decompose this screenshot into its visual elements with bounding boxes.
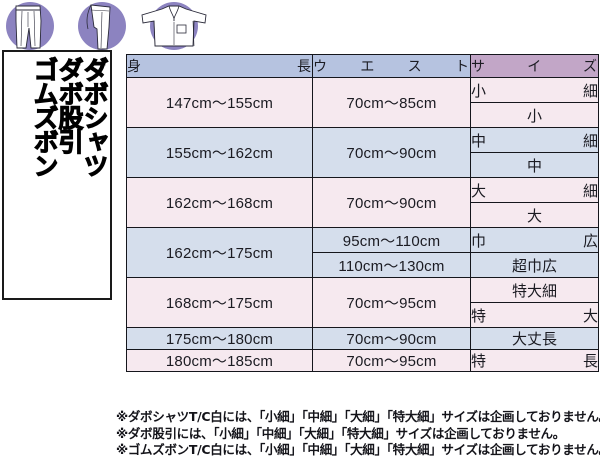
waist-range-cell: 70cm～90cm: [312, 327, 471, 350]
column-header-height: 身長: [126, 54, 313, 78]
height-range-cell: 147cm～155cm: [126, 77, 313, 128]
column-header-waist: ウエスト: [312, 54, 471, 78]
product-title-panel: ダボシャツ ダボ股引 ゴムズボン: [2, 50, 112, 300]
vertical-title-dabo-momohiki: ダボ股引: [54, 56, 84, 153]
size-label-cell: 大丈長: [470, 327, 599, 350]
size-label-cell: 小: [470, 102, 599, 128]
waist-range-cell: 70cm～85cm: [312, 77, 471, 128]
table-row: 162cm～168cm 70cm～90cm 大細: [126, 177, 599, 228]
size-label-cell: 特大細: [470, 277, 599, 303]
table-row: 特大: [127, 302, 599, 328]
dabo-momohiki-illustration: [78, 2, 126, 50]
table-row: 175cm～180cm 70cm～90cm 大丈長: [126, 327, 599, 350]
size-label-cell: 超巾広: [470, 252, 599, 278]
dabo-shirt-icon: [141, 5, 207, 47]
dabo-zubon-illustration: [6, 2, 54, 50]
vertical-title-dabo-shirt: ダボシャツ: [79, 56, 109, 177]
illustration-strip: [0, 0, 600, 52]
size-label-cell: 中細: [470, 127, 599, 153]
dabo-momohiki-icon: [86, 4, 111, 50]
height-range-cell: 162cm～175cm: [126, 227, 313, 278]
waist-range-cell: 95cm～110cm: [312, 227, 471, 253]
size-label-cell: 巾広: [470, 227, 599, 253]
footnote-item: ※ダボシャツT/C白には、「小細」「中細」「大細」「特大細」サイズは企画しており…: [116, 409, 600, 424]
table-row: 大: [127, 202, 599, 228]
height-range-cell: 162cm～168cm: [126, 177, 313, 228]
size-label-cell: 特長: [470, 349, 599, 372]
waist-range-cell: 70cm～95cm: [312, 349, 471, 372]
table-row: 147cm～155cm 70cm～85cm 小細: [126, 77, 599, 128]
waist-range-cell: 70cm～90cm: [312, 177, 471, 228]
vertical-title-gomu-zubon: ゴムズボン: [29, 56, 59, 177]
size-chart-table: 身長 ウエスト サイズ 147cm～155cm 70cm～85cm 小細小 155cm…: [126, 54, 599, 372]
table-header-row: 身長 ウエスト サイズ: [126, 54, 599, 78]
height-range-cell: 168cm～175cm: [126, 277, 313, 328]
footnote-item: ※ダボ股引には、「小細」「中細」「大細」「特大細」サイズは企画しておりません。: [116, 425, 565, 441]
size-label-cell: 大: [470, 202, 599, 228]
size-label-cell: 小細: [470, 77, 599, 103]
table-row: 110cm～130cm 超巾広: [127, 252, 599, 278]
table-row: 155cm～162cm 70cm～90cm 中細: [126, 127, 599, 178]
column-header-size: サイズ: [470, 54, 599, 78]
size-label-cell: 大細: [470, 177, 599, 203]
size-label-cell: 中: [470, 152, 599, 178]
height-range-cell: 155cm～162cm: [126, 127, 313, 178]
waist-range-cell: 110cm～130cm: [312, 252, 471, 278]
table-row: 168cm～175cm 70cm～95cm 特大細: [126, 277, 599, 328]
footnote-item: ※ゴムズボンT/C白には、「小細」「中細」「大細」「特大細」サイズは企画しており…: [116, 442, 600, 457]
waist-range-cell: 70cm～95cm: [312, 277, 471, 328]
table-row: 162cm～175cm 95cm～110cm 巾広: [126, 227, 599, 278]
height-range-cell: 175cm～180cm: [126, 327, 313, 350]
height-range-cell: 180cm～185cm: [126, 349, 313, 372]
table-row: 180cm～185cm 70cm～95cm 特長: [126, 349, 599, 372]
waist-range-cell: 70cm～90cm: [312, 127, 471, 178]
footnote-list: ※ダボシャツT/C白には、「小細」「中細」「大細」「特大細」サイズは企画しており…: [116, 409, 600, 459]
dabo-pants-icon: [15, 5, 42, 49]
size-label-cell: 特大: [470, 302, 599, 328]
dabo-shirt-illustration: [141, 2, 207, 50]
